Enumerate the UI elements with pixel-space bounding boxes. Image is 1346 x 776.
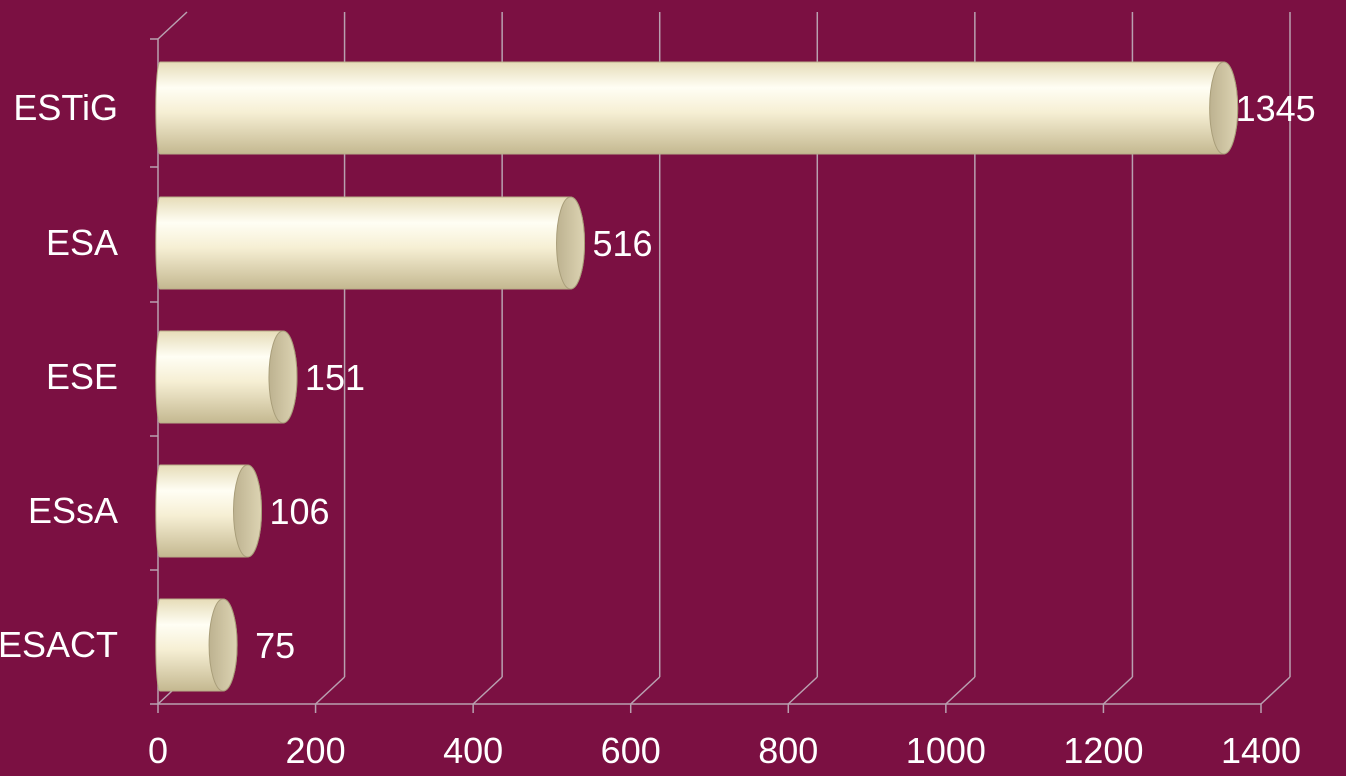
labels-layer: 0 200 400 600 800 1000 1200 1400 ESTiG 1345 ESA 516…	[0, 87, 1316, 771]
bar	[155, 464, 263, 558]
x-tick-label: 200	[286, 730, 346, 771]
category-label: ESE	[46, 356, 118, 397]
category-label: ESA	[46, 222, 118, 263]
floor-gridline	[472, 676, 503, 705]
floor-gridline	[630, 676, 661, 705]
floor-gridline	[945, 676, 976, 705]
floor-gridline	[315, 676, 346, 705]
x-tick-label: 0	[148, 730, 168, 771]
x-tick-label: 600	[601, 730, 661, 771]
bar-end-cap	[268, 330, 298, 424]
y-axis-top-depth	[157, 11, 188, 40]
category-label: ESTiG	[13, 87, 118, 128]
bar-end-cap	[233, 464, 263, 558]
bar-end-cap	[1209, 61, 1239, 155]
bar	[155, 61, 1239, 155]
bar-end-cap	[208, 598, 238, 692]
x-tick-label: 800	[758, 730, 818, 771]
category-label: ESsA	[28, 490, 118, 531]
floor-gridline	[1102, 676, 1133, 705]
data-label: 1345	[1236, 88, 1316, 129]
x-tick-label: 1200	[1063, 730, 1143, 771]
x-tick-label: 1000	[906, 730, 986, 771]
x-tick-label: 400	[443, 730, 503, 771]
data-label: 516	[592, 223, 652, 264]
data-label: 151	[305, 357, 365, 398]
bar-end-cap	[556, 196, 586, 290]
bar-body	[155, 196, 586, 290]
category-label: ESACT	[0, 624, 118, 665]
bar	[155, 598, 238, 692]
data-label: 106	[269, 491, 329, 532]
bar-body	[155, 61, 1239, 155]
floor-gridline	[787, 676, 818, 705]
floor-gridline	[1260, 676, 1291, 705]
bars-layer	[155, 61, 1239, 692]
bar	[155, 196, 586, 290]
bar	[155, 330, 298, 424]
x-tick-label: 1400	[1221, 730, 1301, 771]
data-label: 75	[255, 625, 295, 666]
